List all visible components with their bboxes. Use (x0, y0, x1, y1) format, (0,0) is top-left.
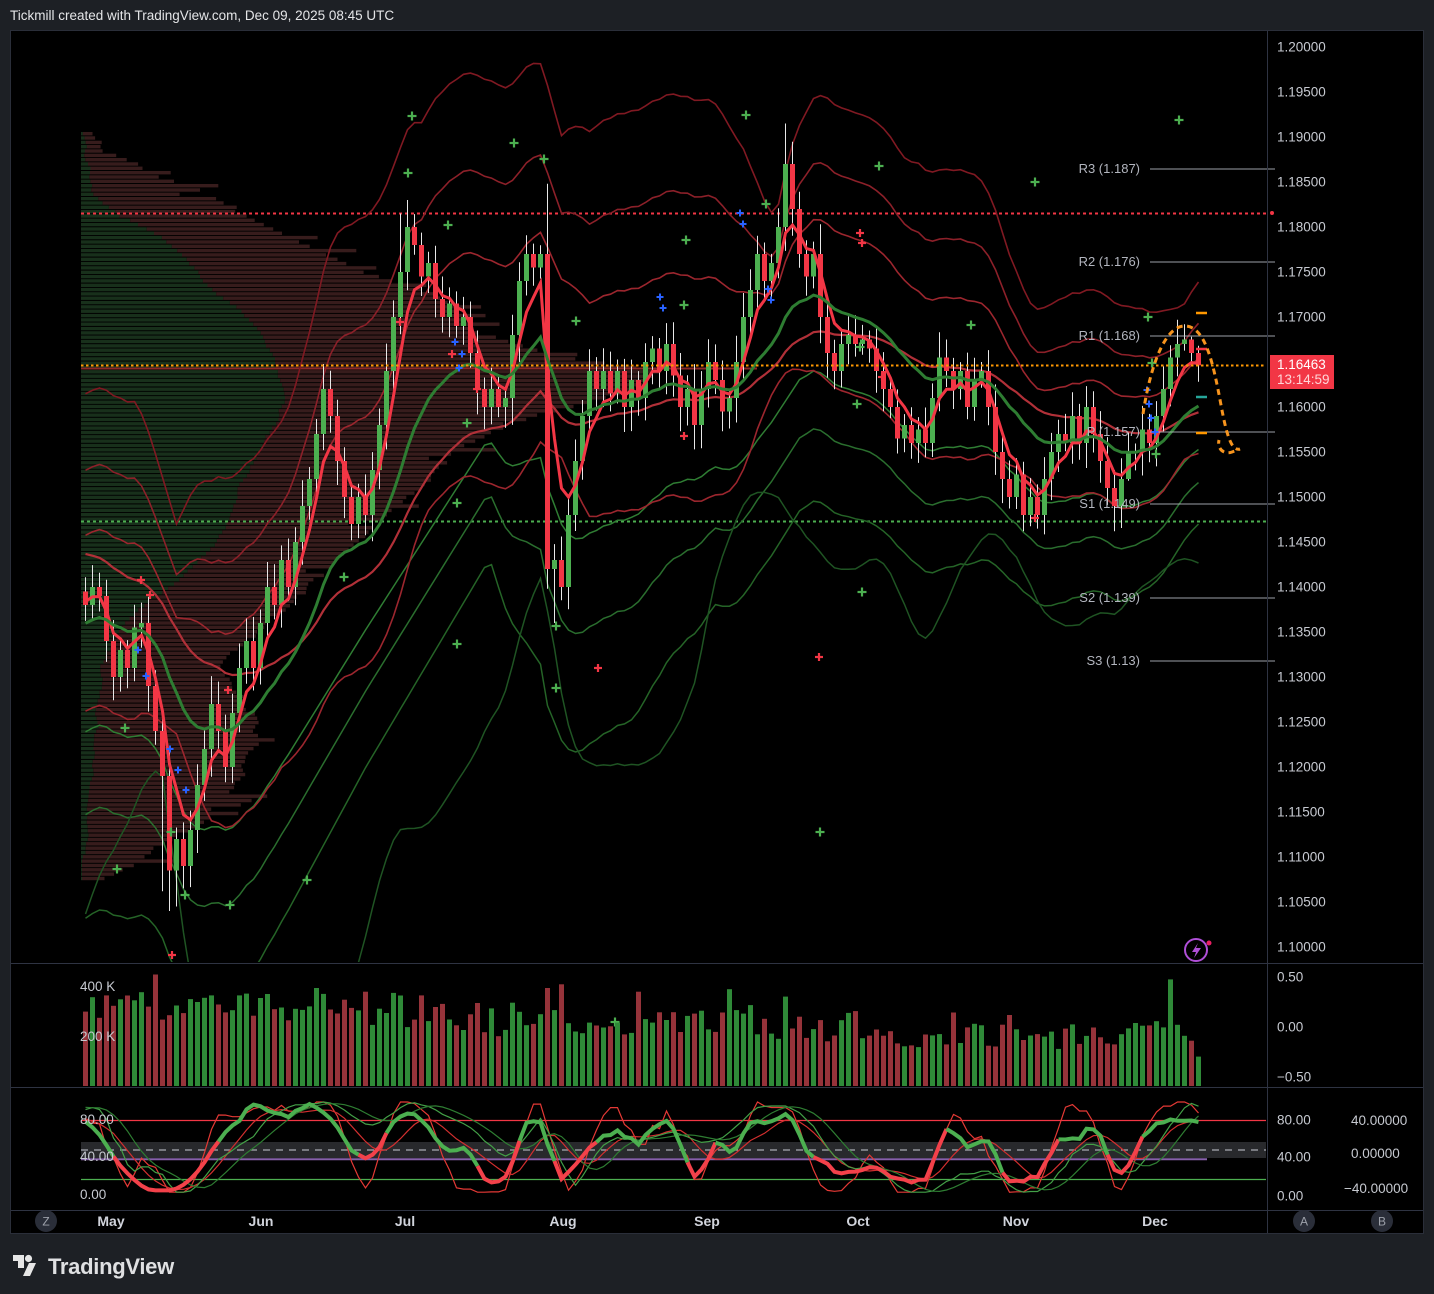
svg-text:1.11500: 1.11500 (1277, 805, 1325, 820)
svg-text:0.00: 0.00 (80, 1187, 106, 1202)
svg-text:May: May (97, 1213, 124, 1229)
svg-text:1.20000: 1.20000 (1277, 40, 1326, 55)
svg-text:Dec: Dec (1142, 1213, 1168, 1229)
svg-text:1.12000: 1.12000 (1277, 760, 1326, 775)
svg-text:0.00: 0.00 (1277, 1020, 1303, 1035)
svg-text:0.00: 0.00 (1277, 1189, 1303, 1204)
svg-text:P (1.157): P (1.157) (1087, 424, 1140, 439)
svg-text:Aug: Aug (549, 1213, 576, 1229)
svg-text:S2 (1.139): S2 (1.139) (1079, 590, 1140, 605)
svg-text:Tickmill created with TradingV: Tickmill created with TradingView.com, D… (10, 8, 394, 23)
svg-text:R3 (1.187): R3 (1.187) (1079, 161, 1140, 176)
svg-text:1.13000: 1.13000 (1277, 670, 1326, 685)
svg-text:1.11000: 1.11000 (1277, 850, 1325, 865)
svg-text:1.18000: 1.18000 (1277, 220, 1326, 235)
svg-text:1.16463: 1.16463 (1277, 357, 1326, 372)
svg-text:1.19500: 1.19500 (1277, 85, 1326, 100)
svg-text:−0.50: −0.50 (1277, 1070, 1311, 1085)
svg-text:1.16000: 1.16000 (1277, 400, 1326, 415)
svg-text:R1 (1.168): R1 (1.168) (1079, 328, 1140, 343)
svg-text:A: A (1300, 1215, 1308, 1229)
svg-text:0.50: 0.50 (1277, 970, 1303, 985)
svg-text:Z: Z (42, 1215, 49, 1229)
svg-text:Jun: Jun (249, 1213, 274, 1229)
svg-text:40.00: 40.00 (80, 1149, 114, 1164)
svg-text:1.14000: 1.14000 (1277, 580, 1326, 595)
svg-text:TradingView: TradingView (48, 1254, 175, 1279)
svg-text:200 K: 200 K (80, 1029, 115, 1044)
svg-text:1.15000: 1.15000 (1277, 490, 1326, 505)
svg-text:Jul: Jul (395, 1213, 415, 1229)
svg-text:80.00: 80.00 (1277, 1113, 1311, 1128)
svg-text:Sep: Sep (694, 1213, 720, 1229)
svg-text:400 K: 400 K (80, 979, 115, 994)
svg-text:1.17500: 1.17500 (1277, 265, 1326, 280)
svg-text:13:14:59: 13:14:59 (1277, 372, 1330, 387)
svg-text:S1 (1.149): S1 (1.149) (1079, 496, 1140, 511)
svg-text:S3 (1.13): S3 (1.13) (1087, 653, 1140, 668)
svg-text:R2 (1.176): R2 (1.176) (1079, 254, 1140, 269)
svg-text:40.00000: 40.00000 (1351, 1113, 1407, 1128)
svg-text:1.18500: 1.18500 (1277, 175, 1326, 190)
svg-text:−40.00000: −40.00000 (1344, 1181, 1408, 1196)
svg-text:Oct: Oct (846, 1213, 870, 1229)
svg-text:1.10500: 1.10500 (1277, 895, 1326, 910)
svg-text:1.12500: 1.12500 (1277, 715, 1326, 730)
svg-text:B: B (1378, 1215, 1386, 1229)
svg-text:1.14500: 1.14500 (1277, 535, 1326, 550)
svg-text:1.15500: 1.15500 (1277, 445, 1326, 460)
svg-text:Nov: Nov (1003, 1213, 1030, 1229)
svg-text:40.00: 40.00 (1277, 1150, 1311, 1165)
svg-text:1.13500: 1.13500 (1277, 625, 1326, 640)
svg-text:1.19000: 1.19000 (1277, 130, 1326, 145)
svg-text:0.00000: 0.00000 (1351, 1146, 1400, 1161)
svg-text:1.17000: 1.17000 (1277, 310, 1326, 325)
svg-text:80.00: 80.00 (80, 1112, 114, 1127)
svg-text:1.10000: 1.10000 (1277, 940, 1326, 955)
